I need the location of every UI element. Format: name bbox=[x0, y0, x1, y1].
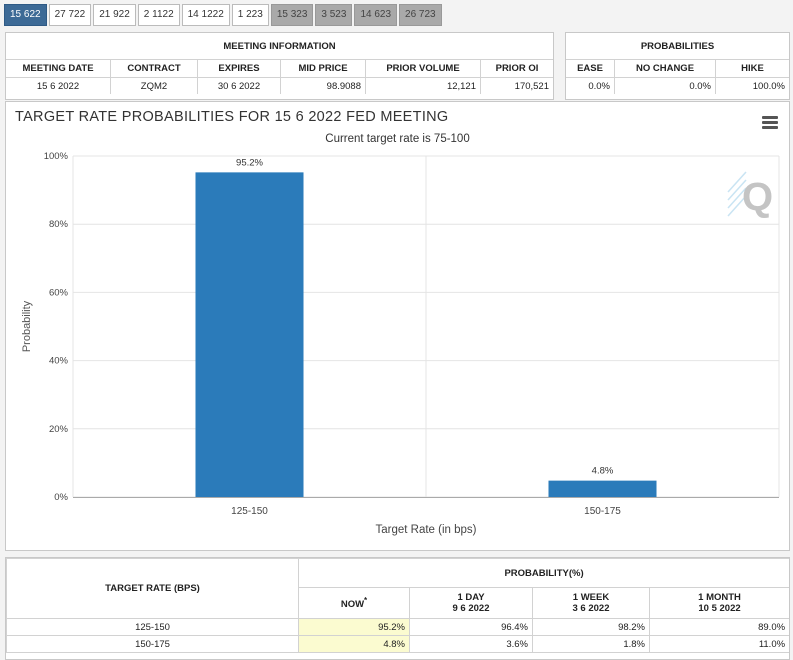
col-1-day-date: 9 6 2022 bbox=[452, 603, 490, 614]
y-tick-label: 80% bbox=[49, 219, 69, 230]
col-ease: EASE bbox=[566, 59, 615, 78]
probabilities-table: PROBABILITIES EASE NO CHANGE HIKE 0.0% 0… bbox=[566, 33, 789, 94]
col-no-change: NO CHANGE bbox=[614, 59, 716, 78]
probabilities-title: PROBABILITIES bbox=[566, 33, 789, 60]
col-1-month: 1 MONTH 10 5 2022 bbox=[648, 587, 789, 619]
rate-probability-panel: TARGET RATE (BPS) PROBABILITY(%) NOW* 1 … bbox=[5, 557, 790, 660]
y-tick-label: 60% bbox=[49, 287, 69, 298]
now-label: NOW bbox=[340, 599, 365, 611]
col-mid-price: MID PRICE bbox=[280, 59, 366, 78]
meeting-date-tabs: 15 622 27 722 21 922 2 1122 14 1222 1 22… bbox=[4, 4, 442, 26]
y-axis-title: Probability bbox=[21, 300, 33, 352]
col-1-month-date: 10 5 2022 bbox=[698, 603, 741, 614]
table-row: 125-150 95.2% 96.4% 98.2% 89.0% bbox=[6, 618, 789, 636]
no-change-value: 0.0% bbox=[614, 77, 716, 94]
tab-6[interactable]: 15 323 bbox=[270, 4, 314, 26]
hamburger-menu-icon[interactable] bbox=[762, 116, 778, 130]
x-axis-title: Target Rate (in bps) bbox=[376, 524, 477, 536]
col-1-week-label: 1 WEEK bbox=[572, 592, 610, 603]
tab-9[interactable]: 26 723 bbox=[399, 4, 442, 26]
rate-cell: 125-150 bbox=[6, 618, 299, 636]
svg-text:Q: Q bbox=[742, 175, 773, 219]
x-tick-label: 150-175 bbox=[584, 506, 621, 517]
target-rate-header: TARGET RATE (BPS) bbox=[6, 558, 299, 619]
col-expires: EXPIRES bbox=[197, 59, 281, 78]
month-cell: 89.0% bbox=[648, 618, 789, 636]
chart-svg: 0% 20% 40% 60% 80% 100% 125-150 150-175 Target R… bbox=[21, 151, 780, 536]
meeting-information-panel: MEETING INFORMATION MEETING DATE CONTRAC… bbox=[5, 32, 554, 100]
bar-layer bbox=[195, 172, 657, 498]
now-cell: 95.2% bbox=[298, 618, 410, 636]
x-tick-label: 125-150 bbox=[231, 506, 268, 517]
y-tick-label: 0% bbox=[54, 492, 68, 503]
col-1-month-label: 1 MONTH bbox=[698, 592, 741, 603]
col-1-week-date: 3 6 2022 bbox=[572, 603, 610, 614]
meeting-date-value: 15 6 2022 bbox=[36, 80, 80, 92]
day-cell: 96.4% bbox=[409, 618, 533, 636]
day-cell: 3.6% bbox=[409, 635, 533, 653]
chart-panel: TARGET RATE PROBABILITIES FOR 15 6 2022 … bbox=[5, 101, 790, 551]
tab-8[interactable]: 14 623 bbox=[354, 4, 398, 26]
col-1-day-label: 1 DAY bbox=[457, 592, 485, 603]
meeting-information-title: MEETING INFORMATION bbox=[6, 33, 553, 60]
month-cell: 11.0% bbox=[648, 635, 789, 653]
col-meeting-date: MEETING DATE bbox=[6, 59, 111, 78]
rate-probability-table: TARGET RATE (BPS) PROBABILITY(%) NOW* 1 … bbox=[6, 558, 789, 653]
label-layer: 95.2% 4.8% bbox=[236, 157, 614, 476]
col-contract: CONTRACT bbox=[110, 59, 198, 78]
col-1-week: 1 WEEK 3 6 2022 bbox=[532, 587, 650, 619]
col-prior-volume: PRIOR VOLUME bbox=[365, 59, 481, 78]
chart-title: TARGET RATE PROBABILITIES FOR 15 6 2022 … bbox=[15, 109, 449, 125]
grid-layer bbox=[72, 155, 780, 498]
tab-2[interactable]: 21 922 bbox=[93, 4, 136, 26]
bar bbox=[548, 480, 657, 497]
data-label: 95.2% bbox=[236, 157, 263, 168]
now-cell: 4.8% bbox=[298, 635, 410, 653]
col-1-day: 1 DAY 9 6 2022 bbox=[409, 587, 533, 619]
week-cell: 98.2% bbox=[532, 618, 650, 636]
tab-1[interactable]: 27 722 bbox=[48, 4, 92, 26]
meeting-information-table: MEETING INFORMATION MEETING DATE CONTRAC… bbox=[6, 33, 553, 94]
y-tick-label: 20% bbox=[49, 424, 69, 435]
y-tick-label: 100% bbox=[44, 151, 69, 162]
tab-0[interactable]: 15 622 bbox=[4, 4, 47, 26]
prior-oi-value: 170,521 bbox=[480, 77, 553, 94]
chart-subtitle: Current target rate is 75-100 bbox=[325, 133, 470, 145]
bar bbox=[195, 172, 304, 498]
hike-value: 100.0% bbox=[715, 77, 789, 94]
data-label: 4.8% bbox=[592, 466, 614, 477]
tab-4[interactable]: 14 1222 bbox=[181, 4, 230, 26]
now-marker: * bbox=[364, 595, 368, 605]
mid-price-value: 98.9088 bbox=[280, 77, 366, 94]
col-prior-oi: PRIOR OI bbox=[480, 59, 553, 78]
tab-3[interactable]: 2 1122 bbox=[137, 4, 180, 26]
contract-value: ZQM2 bbox=[110, 77, 198, 94]
tab-5[interactable]: 1 223 bbox=[231, 4, 269, 26]
tab-7[interactable]: 3 523 bbox=[315, 4, 353, 26]
col-hike: HIKE bbox=[715, 59, 789, 78]
ease-value: 0.0% bbox=[588, 80, 610, 92]
table-row: 150-175 4.8% 3.6% 1.8% 11.0% bbox=[6, 635, 789, 653]
y-tick-label: 40% bbox=[49, 356, 69, 367]
probabilities-panel: PROBABILITIES EASE NO CHANGE HIKE 0.0% 0… bbox=[565, 32, 790, 100]
week-cell: 1.8% bbox=[532, 635, 650, 653]
expires-value: 30 6 2022 bbox=[197, 77, 281, 94]
axis-layer: 0% 20% 40% 60% 80% 100% 125-150 150-175 Target R… bbox=[21, 151, 779, 536]
rate-cell: 150-175 bbox=[6, 635, 299, 653]
col-now: NOW* bbox=[298, 587, 410, 619]
probability-header: PROBABILITY(%) bbox=[297, 558, 789, 588]
prior-volume-value: 12,121 bbox=[365, 77, 481, 94]
q-logo-icon: Q bbox=[727, 171, 773, 219]
